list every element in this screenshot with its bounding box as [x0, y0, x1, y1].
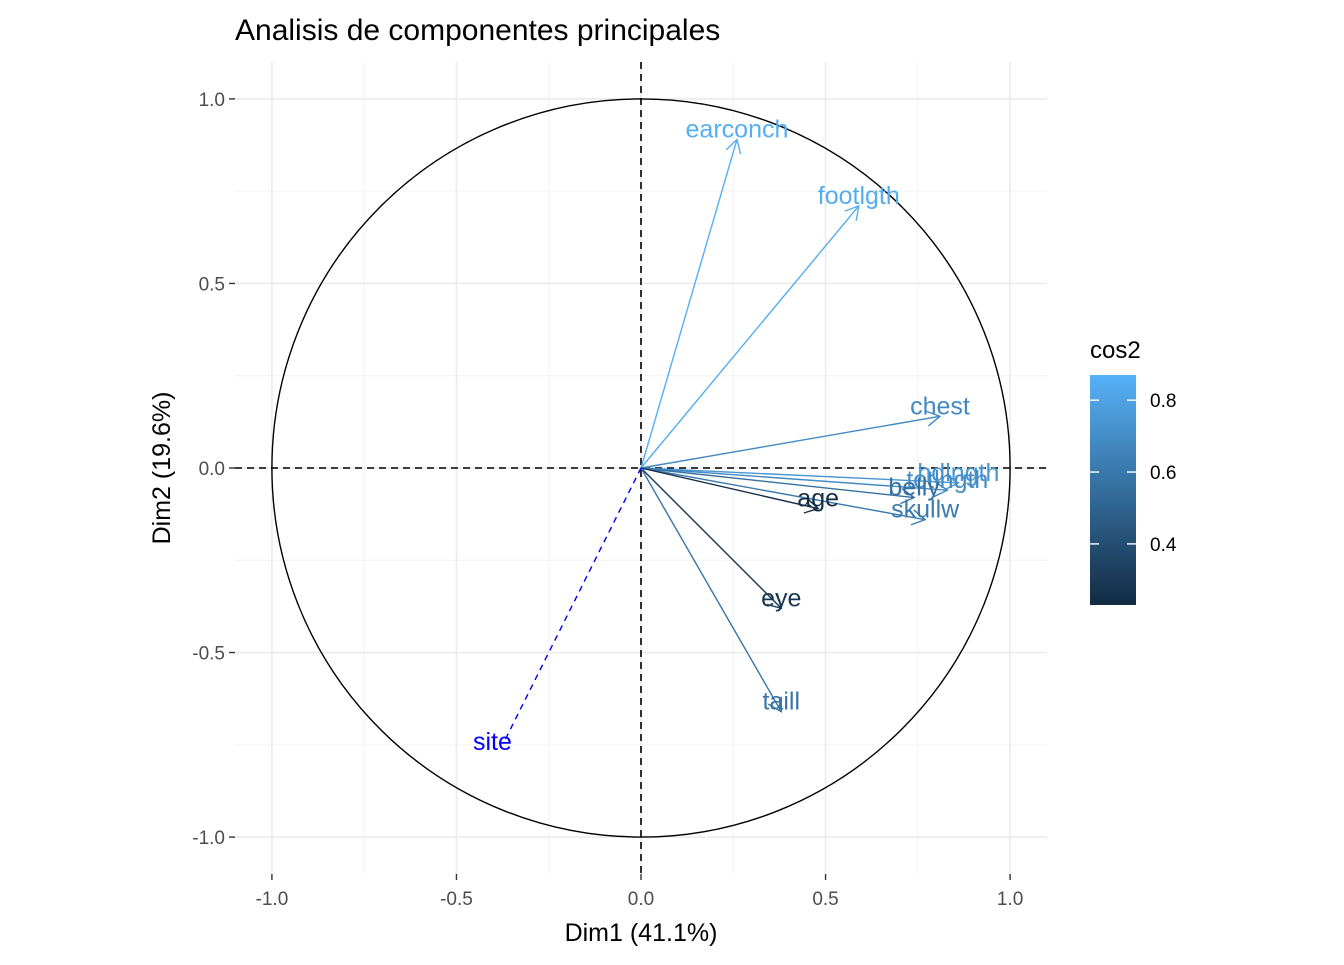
arrow-footlgth-shaft: [640, 205, 860, 469]
x-tick-label: -1.0: [256, 889, 289, 910]
arrow-hdlngth: [640, 467, 960, 491]
arrow-footlgth: [640, 204, 860, 469]
variable-arrows: [503, 138, 960, 742]
arrow-totlngth-head: [933, 481, 949, 498]
y-tick-label: -0.5: [192, 644, 225, 665]
arrow-footlgth-head: [844, 204, 860, 221]
arrow-chest: [640, 410, 942, 469]
label-taill: taill: [762, 688, 800, 716]
variable-labels: earconch footlgth chest hdlngthtotlngthbell…: [473, 116, 999, 757]
y-tick-label: 0.5: [199, 274, 225, 295]
label-chest: chest: [910, 392, 970, 420]
arrow-earconch: [640, 138, 742, 469]
label-earconch: earconch: [686, 116, 789, 144]
arrow-skullw-head: [910, 509, 927, 526]
y-tick-label: -1.0: [192, 828, 225, 849]
x-tick-label: 0.5: [812, 889, 838, 910]
legend-tick-label: 0.4: [1150, 535, 1177, 556]
x-tick-label: 0.0: [628, 889, 654, 910]
arrow-belly-shaft: [640, 467, 915, 499]
arrow-earconch-head: [725, 138, 742, 155]
arrow-age: [640, 467, 820, 514]
label-totlngth: totlngth: [906, 466, 988, 494]
zero-lines: [235, 62, 1047, 874]
arrow-site: [503, 467, 642, 742]
arrow-skullw: [640, 467, 927, 526]
arrow-eye: [640, 467, 783, 610]
y-tick-label: 0.0: [199, 459, 225, 480]
y-tick-label: 1.0: [199, 90, 225, 111]
arrow-earconch-shaft: [640, 139, 738, 469]
arrow-age-head: [803, 497, 820, 514]
arrow-taill-shaft: [640, 467, 782, 712]
label-footlgth: footlgth: [818, 182, 900, 210]
label-eye: eye: [761, 584, 801, 612]
arrow-chest-shaft: [640, 415, 941, 469]
arrow-age-shaft: [640, 467, 819, 510]
x-tick-label: -0.5: [440, 889, 473, 910]
label-age: age: [797, 485, 839, 513]
arrow-belly: [640, 467, 916, 505]
label-belly: belly: [888, 474, 940, 502]
chart-title: Analisis de componentes principales: [235, 14, 720, 47]
label-skullw: skullw: [891, 496, 960, 524]
arrow-belly-head: [900, 488, 916, 505]
label-site: site: [473, 728, 512, 756]
arrow-eye-shaft: [640, 467, 782, 609]
arrow-hdlngth-head: [944, 474, 960, 491]
arrow-chest-head: [925, 410, 942, 427]
legend-tick-label: 0.6: [1150, 463, 1176, 484]
y-axis-label: Dim2 (19.6%): [148, 392, 176, 545]
arrow-skullw-shaft: [640, 467, 926, 521]
legend-tick-label: 0.8: [1150, 391, 1176, 412]
arrow-totlngth: [640, 467, 949, 498]
legend-ticks: 0.4 0.6 0.8: [1090, 391, 1177, 556]
label-hdlngth: hdlngth: [917, 459, 999, 487]
legend-colorbar: [1090, 375, 1136, 605]
x-tick-label: 1.0: [997, 889, 1023, 910]
arrow-taill: [640, 467, 782, 713]
x-axis-label: Dim1 (41.1%): [565, 919, 718, 947]
axes: -1.0 -0.5 0.0 0.5 1.0 -1.0 -0.5 0.0 0.5 1.0: [192, 90, 1023, 910]
legend: cos2 0.4 0.6 0.8: [1090, 337, 1177, 605]
arrow-site-shaft: [503, 467, 642, 742]
arrow-hdlngth-shaft: [640, 467, 959, 484]
arrow-eye-head: [766, 593, 783, 610]
legend-title: cos2: [1090, 337, 1141, 364]
arrow-taill-head: [767, 696, 782, 713]
arrow-totlngth-shaft: [640, 467, 948, 491]
